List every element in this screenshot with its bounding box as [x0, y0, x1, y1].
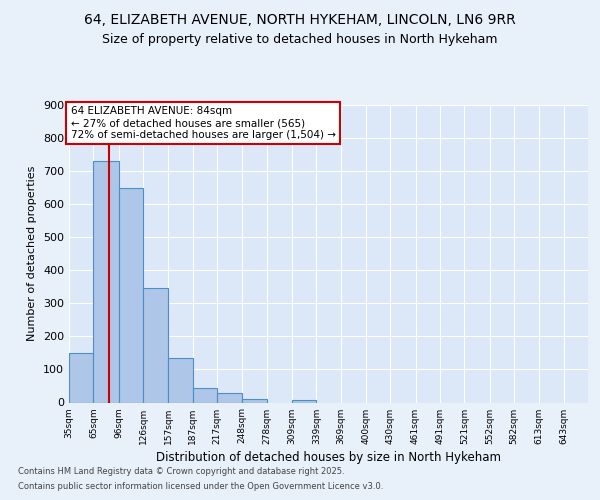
Bar — [143, 288, 168, 403]
X-axis label: Distribution of detached houses by size in North Hykeham: Distribution of detached houses by size … — [156, 450, 501, 464]
Bar — [119, 188, 143, 402]
Bar — [292, 400, 316, 402]
Text: 64 ELIZABETH AVENUE: 84sqm
← 27% of detached houses are smaller (565)
72% of sem: 64 ELIZABETH AVENUE: 84sqm ← 27% of deta… — [71, 106, 335, 140]
Y-axis label: Number of detached properties: Number of detached properties — [28, 166, 37, 342]
Text: Contains HM Land Registry data © Crown copyright and database right 2025.: Contains HM Land Registry data © Crown c… — [18, 467, 344, 476]
Bar — [217, 392, 242, 402]
Bar — [168, 358, 193, 403]
Text: 64, ELIZABETH AVENUE, NORTH HYKEHAM, LINCOLN, LN6 9RR: 64, ELIZABETH AVENUE, NORTH HYKEHAM, LIN… — [84, 12, 516, 26]
Bar — [193, 388, 217, 402]
Bar — [69, 353, 94, 403]
Text: Size of property relative to detached houses in North Hykeham: Size of property relative to detached ho… — [102, 32, 498, 46]
Bar — [94, 161, 119, 402]
Bar — [242, 399, 266, 402]
Text: Contains public sector information licensed under the Open Government Licence v3: Contains public sector information licen… — [18, 482, 383, 491]
